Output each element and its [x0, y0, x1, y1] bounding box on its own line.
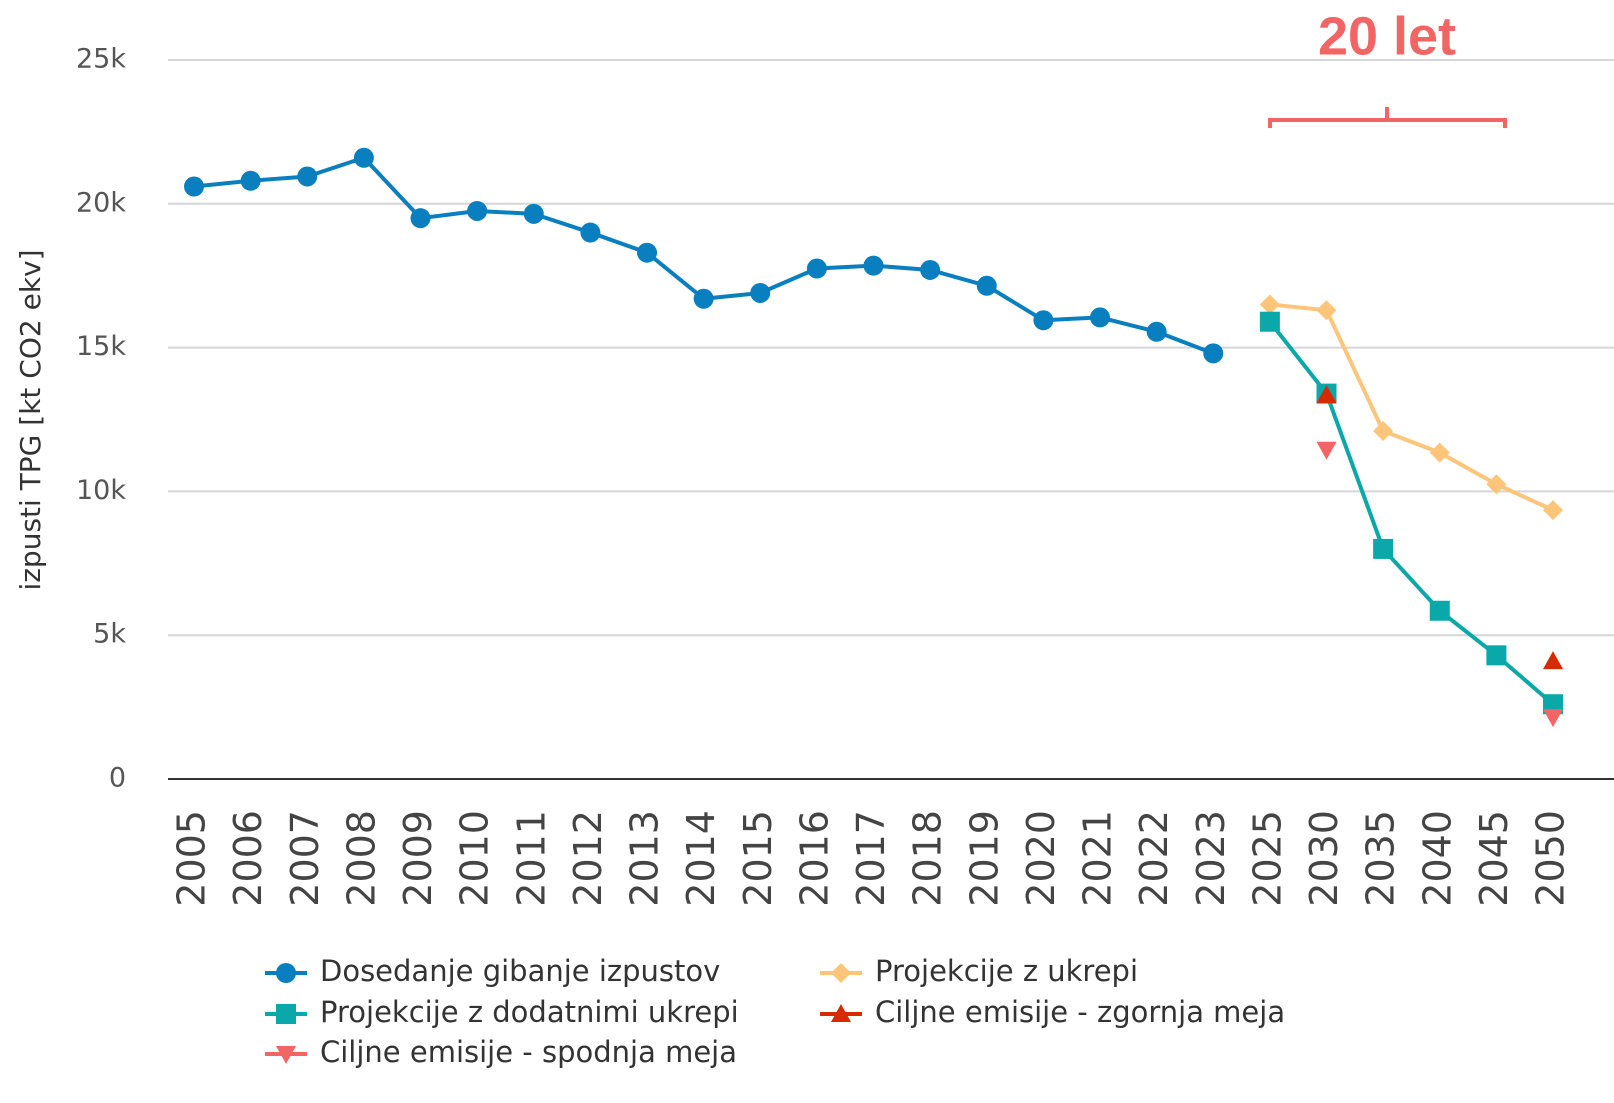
y-tick-label: 20k [76, 187, 126, 218]
x-tick-label: 2007 [283, 810, 327, 907]
marker [1146, 321, 1167, 342]
marker [1090, 307, 1111, 328]
marker [976, 275, 997, 296]
x-tick-label: 2021 [1076, 810, 1120, 907]
marker [637, 242, 658, 263]
marker [920, 259, 941, 280]
series-line [1269, 302, 1554, 512]
marker [806, 258, 827, 279]
marker [1429, 600, 1450, 621]
marker [1486, 645, 1507, 666]
marker [693, 288, 714, 309]
legend-label: Dosedanje gibanje izpustov [320, 954, 720, 988]
x-tick-label: 2006 [226, 810, 270, 907]
marker [240, 170, 261, 191]
marker [580, 222, 601, 243]
legend-label: Projekcije z ukrepi [875, 954, 1138, 988]
marker [863, 255, 884, 276]
y-axis-label: izpusti TPG [kt CO2 ekv] [14, 249, 47, 590]
x-tick-label: 2050 [1529, 810, 1573, 907]
marker [1316, 300, 1337, 321]
series-line [193, 155, 1214, 356]
x-tick-label: 2005 [170, 810, 214, 907]
legend-label: Projekcije z dodatnimi ukrepi [320, 995, 739, 1029]
marker [750, 282, 771, 303]
x-tick-label: 2012 [566, 810, 610, 907]
marker [353, 147, 374, 168]
x-tick-label: 2018 [906, 810, 950, 907]
x-tick-label: 2025 [1245, 810, 1289, 907]
x-tick-label: 2022 [1132, 810, 1176, 907]
marker [1373, 421, 1394, 442]
marker [467, 200, 488, 221]
bracket [1268, 107, 1507, 128]
x-tick-label: 2020 [1019, 810, 1063, 907]
marker [1373, 538, 1394, 559]
marker [1429, 442, 1450, 463]
x-tick-label: 2013 [623, 810, 667, 907]
x-tick-label: 2016 [792, 810, 836, 907]
legend-label: Ciljne emisije - zgornja meja [875, 995, 1285, 1029]
marker [1543, 651, 1564, 670]
marker [831, 1004, 851, 1022]
marker [1259, 311, 1280, 332]
marker [276, 1004, 296, 1024]
x-tick-label: 2017 [849, 810, 893, 907]
marker [1316, 441, 1337, 460]
marker [1486, 474, 1507, 495]
marker [831, 963, 851, 983]
x-tick-label: 2019 [962, 810, 1006, 907]
x-tick-label: 2015 [736, 810, 780, 907]
x-tick-label: 2010 [453, 810, 497, 907]
marker [276, 963, 296, 983]
legend-label: Ciljne emisije - spodnja meja [320, 1035, 737, 1069]
x-tick-label: 2040 [1415, 810, 1459, 907]
marker [297, 166, 318, 187]
marker [1543, 500, 1564, 521]
x-tick-label: 2011 [509, 810, 553, 907]
marker [1203, 343, 1224, 364]
x-tick-label: 2008 [339, 810, 383, 907]
marker [1259, 294, 1280, 315]
x-tick-label: 2030 [1302, 810, 1346, 907]
series-line [1268, 320, 1555, 706]
marker [1316, 385, 1337, 404]
x-tick-label: 2023 [1189, 810, 1233, 907]
y-tick-label: 0 [109, 763, 126, 794]
x-tick-label: 2014 [679, 810, 723, 907]
x-tick-label: 2045 [1472, 810, 1516, 907]
y-tick-label: 15k [76, 331, 126, 362]
marker [1543, 709, 1564, 728]
marker [184, 176, 205, 197]
y-tick-label: 10k [76, 475, 126, 506]
marker [276, 1046, 296, 1064]
marker [1033, 310, 1054, 331]
y-tick-label: 25k [76, 44, 126, 75]
annotation: 20 let [1318, 6, 1456, 66]
marker [410, 208, 431, 229]
y-tick-label: 5k [93, 619, 126, 650]
x-tick-label: 2035 [1359, 810, 1403, 907]
marker [523, 203, 544, 224]
x-tick-label: 2009 [396, 810, 440, 907]
